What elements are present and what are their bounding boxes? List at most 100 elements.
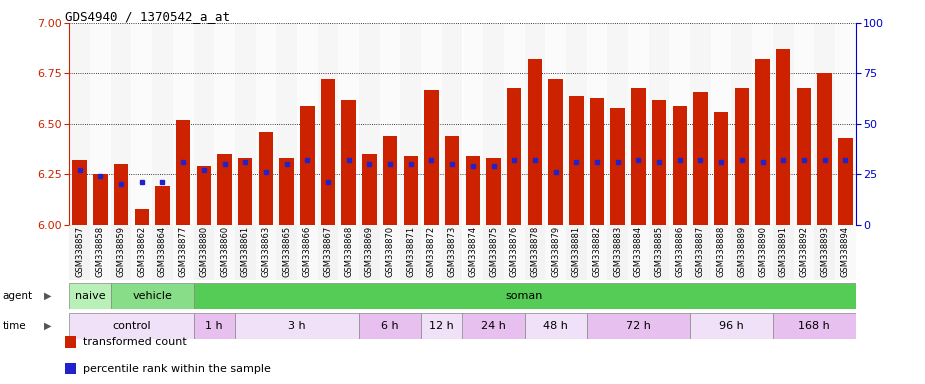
Bar (527, 60, 542, 225)
Bar (359, 23, 380, 225)
Bar (173, 23, 193, 225)
Bar (524, 23, 545, 225)
Text: GSM338887: GSM338887 (696, 226, 705, 277)
Bar (524, 313, 586, 339)
Bar (545, 23, 566, 225)
Bar (835, 23, 856, 225)
Text: GSM338874: GSM338874 (468, 226, 477, 277)
Bar (670, 225, 690, 280)
Bar (238, 158, 253, 225)
Text: 72 h: 72 h (626, 321, 651, 331)
Text: GSM338878: GSM338878 (530, 226, 539, 277)
Text: 12 h: 12 h (429, 321, 454, 331)
Bar (380, 225, 401, 280)
Bar (507, 88, 522, 225)
Text: 48 h: 48 h (543, 321, 568, 331)
Bar (610, 108, 625, 225)
Bar (114, 164, 129, 225)
Bar (545, 225, 566, 280)
Bar (462, 23, 483, 225)
Text: control: control (112, 321, 151, 331)
Bar (277, 23, 297, 225)
Bar (445, 136, 460, 225)
Text: 96 h: 96 h (719, 321, 744, 331)
Bar (197, 166, 211, 225)
Bar (193, 313, 235, 339)
Text: GSM338868: GSM338868 (344, 226, 353, 277)
Bar (401, 23, 421, 225)
Bar (131, 23, 152, 225)
Text: 6 h: 6 h (381, 321, 399, 331)
Bar (714, 112, 728, 225)
Bar (111, 283, 193, 309)
Bar (359, 313, 421, 339)
Text: soman: soman (506, 291, 543, 301)
Text: GSM338888: GSM338888 (717, 226, 725, 277)
Bar (380, 23, 401, 225)
Bar (690, 313, 773, 339)
Bar (193, 225, 215, 280)
Bar (421, 313, 462, 339)
Bar (72, 160, 87, 225)
Bar (566, 225, 586, 280)
Bar (794, 23, 814, 225)
Bar (569, 96, 584, 225)
Bar (796, 88, 811, 225)
Bar (363, 154, 376, 225)
Bar (672, 106, 687, 225)
Bar (631, 88, 646, 225)
Bar (818, 73, 832, 225)
Bar (297, 23, 317, 225)
Text: GSM338870: GSM338870 (386, 226, 395, 277)
Text: GSM338872: GSM338872 (427, 226, 436, 277)
Text: GSM338884: GSM338884 (634, 226, 643, 277)
Bar (111, 225, 131, 280)
Text: transformed count: transformed count (83, 337, 187, 347)
Bar (69, 283, 111, 309)
Text: GSM338865: GSM338865 (282, 226, 291, 277)
Text: 1 h: 1 h (205, 321, 223, 331)
Text: GSM338883: GSM338883 (613, 226, 623, 277)
Bar (255, 23, 277, 225)
Bar (425, 89, 438, 225)
Bar (628, 225, 648, 280)
Bar (152, 225, 173, 280)
Text: GSM338860: GSM338860 (220, 226, 229, 277)
Bar (586, 23, 608, 225)
Bar (421, 225, 442, 280)
Text: GSM338863: GSM338863 (262, 226, 270, 277)
Bar (277, 225, 297, 280)
Bar (756, 60, 770, 225)
Bar (317, 225, 339, 280)
Bar (652, 100, 666, 225)
Text: GSM338880: GSM338880 (200, 226, 208, 277)
Text: GSM338885: GSM338885 (655, 226, 663, 277)
Text: GSM338861: GSM338861 (240, 226, 250, 277)
Bar (152, 23, 173, 225)
Text: 168 h: 168 h (798, 321, 830, 331)
Text: GSM338858: GSM338858 (96, 226, 105, 277)
Bar (732, 23, 752, 225)
Bar (339, 225, 359, 280)
Bar (504, 225, 524, 280)
Bar (693, 92, 708, 225)
Text: 24 h: 24 h (481, 321, 506, 331)
Bar (814, 225, 835, 280)
Bar (341, 100, 356, 225)
Bar (710, 23, 732, 225)
Bar (690, 23, 710, 225)
Bar (752, 225, 773, 280)
Bar (814, 23, 835, 225)
Text: GSM338882: GSM338882 (593, 226, 601, 277)
Bar (608, 23, 628, 225)
Text: time: time (3, 321, 27, 331)
Bar (90, 225, 111, 280)
Bar (690, 225, 710, 280)
Text: GSM338876: GSM338876 (510, 226, 519, 277)
Bar (279, 158, 294, 225)
Bar (524, 225, 545, 280)
Bar (259, 132, 273, 225)
Bar (608, 225, 628, 280)
Text: ▶: ▶ (44, 321, 52, 331)
Bar (648, 23, 670, 225)
